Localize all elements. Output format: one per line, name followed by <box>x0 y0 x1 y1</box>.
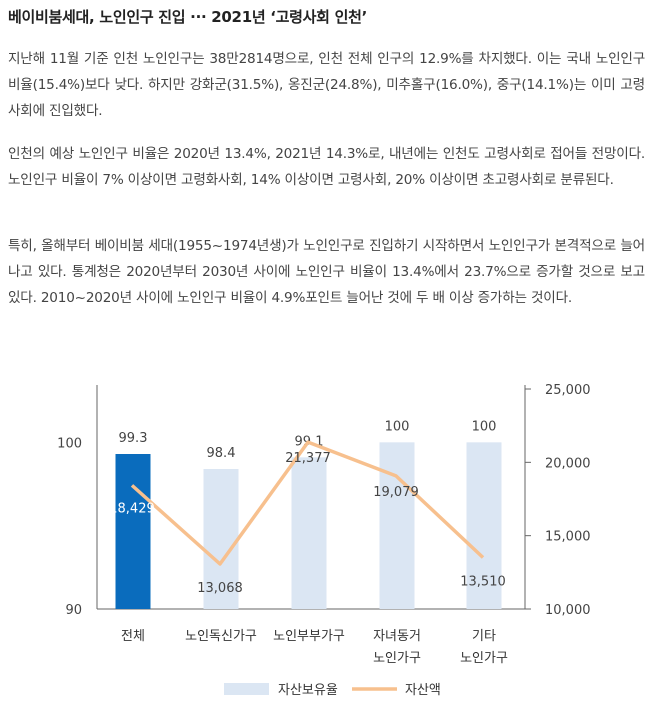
bar-asset-rate <box>379 442 415 609</box>
asset-chart: 1009025,00020,00015,00010,00099.398.499.… <box>57 383 591 698</box>
right-axis-tick-label: 25,000 <box>545 383 591 398</box>
category-label: 자녀동거 <box>373 629 421 644</box>
legend-swatch-bar <box>224 683 269 695</box>
bar-value-label: 100 <box>472 419 497 434</box>
bar-asset-rate <box>291 457 327 609</box>
line-value-label: 19,079 <box>373 485 419 500</box>
category-label: 기타 <box>472 629 496 644</box>
article-paragraph: 특히, 올해부터 베이비붐 세대(1955~1974년생)가 노인인구로 진입하… <box>8 238 645 306</box>
article-title: 베이비붐세대, 노인인구 진입 ··· 2021년 ‘고령사회 인천’ <box>8 8 367 26</box>
line-asset-amount <box>130 440 485 566</box>
line-value-label: 13,510 <box>460 575 506 590</box>
left-axis-tick-label: 100 <box>57 436 82 451</box>
article-paragraph: 인천의 예상 노인인구 비율은 2020년 13.4%, 2021년 14.3%… <box>8 146 645 188</box>
article-paragraph: 지난해 11월 기준 인천 노인인구는 38만2814명으로, 인천 전체 인구… <box>8 51 645 119</box>
bar-asset-rate <box>203 469 239 609</box>
right-axis-tick-label: 10,000 <box>545 603 591 618</box>
right-axis-tick-label: 20,000 <box>545 456 591 471</box>
line-value-label: 18,429 <box>109 501 155 516</box>
bar-asset-rate <box>115 454 151 609</box>
category-label: 전체 <box>121 629 145 644</box>
line-value-label: 13,068 <box>197 581 243 596</box>
bar-value-label: 98.4 <box>207 446 236 461</box>
category-label: 노인부부가구 <box>273 629 345 644</box>
category-label: 노인가구 <box>373 651 421 666</box>
legend-label-bar: 자산보유율 <box>278 683 338 698</box>
line-value-label: 21,377 <box>285 451 331 466</box>
right-axis-tick-label: 15,000 <box>545 530 591 545</box>
bar-asset-rate <box>466 442 502 609</box>
category-label: 노인독신가구 <box>185 629 257 644</box>
bar-value-label: 99.3 <box>119 431 148 446</box>
category-label: 노인가구 <box>460 651 508 666</box>
left-axis-tick-label: 90 <box>65 603 82 618</box>
bar-value-label: 100 <box>385 419 410 434</box>
legend-label-line: 자산액 <box>405 683 441 698</box>
